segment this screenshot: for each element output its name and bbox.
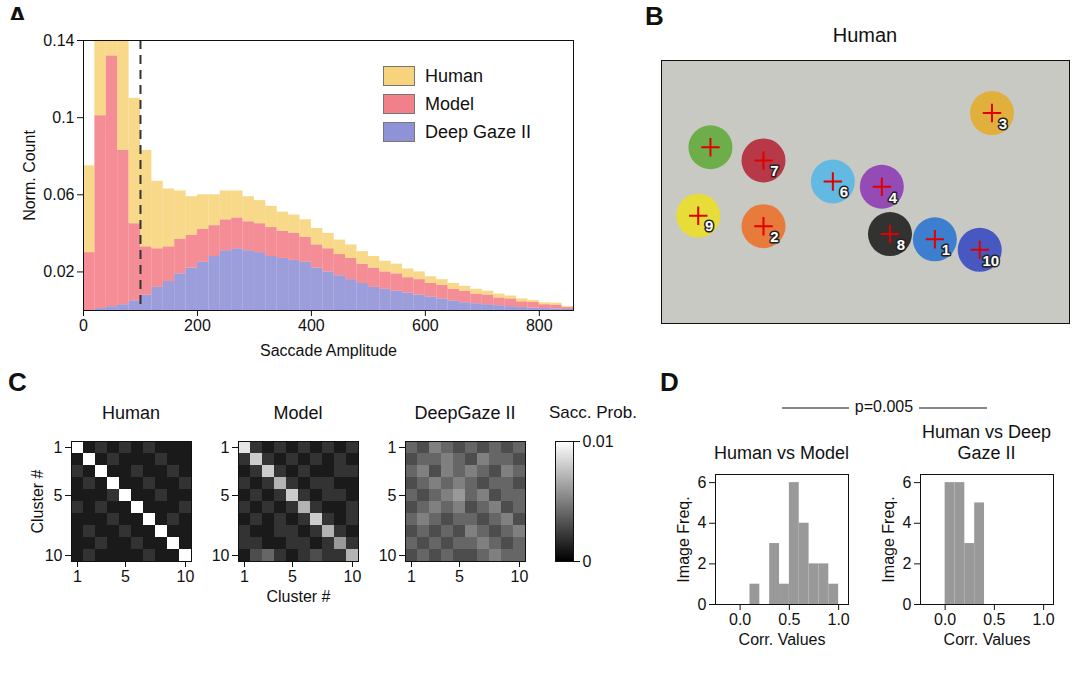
svg-text:10: 10 <box>982 252 999 269</box>
svg-text:0.01: 0.01 <box>583 433 614 450</box>
svg-text:5: 5 <box>221 487 230 504</box>
svg-text:5: 5 <box>455 568 464 585</box>
svg-text:1: 1 <box>221 439 230 456</box>
html-text:Human: Human <box>102 403 160 423</box>
svg-text:0: 0 <box>583 553 592 570</box>
svg-text:6: 6 <box>903 474 912 491</box>
svg-text:Cluster #: Cluster # <box>266 588 330 605</box>
svg-text:3: 3 <box>999 115 1007 132</box>
html-text:Sacc. Prob.: Sacc. Prob. <box>549 403 637 422</box>
svg-text:5: 5 <box>121 568 130 585</box>
svg-text:0: 0 <box>903 596 912 613</box>
svg-text:400: 400 <box>298 317 325 334</box>
svg-text:Corr. Values: Corr. Values <box>739 631 826 648</box>
svg-text:0.06: 0.06 <box>43 186 74 203</box>
html-text:C: C <box>8 367 27 397</box>
svg-text:1.0: 1.0 <box>1033 611 1055 628</box>
svg-text:2: 2 <box>770 228 778 245</box>
svg-text:4: 4 <box>698 514 707 531</box>
svg-text:4: 4 <box>903 514 912 531</box>
svg-text:0.0: 0.0 <box>934 611 956 628</box>
svg-text:8: 8 <box>897 236 905 253</box>
svg-text:10: 10 <box>177 568 195 585</box>
svg-text:10: 10 <box>212 547 230 564</box>
svg-text:5: 5 <box>288 568 297 585</box>
svg-text:0: 0 <box>79 317 88 334</box>
svg-text:Corr. Values: Corr. Values <box>944 631 1031 648</box>
svg-text:Image Freq.: Image Freq. <box>675 496 692 582</box>
html-text:B: B <box>645 1 664 31</box>
svg-text:10: 10 <box>344 568 362 585</box>
svg-text:Image Freq.: Image Freq. <box>880 496 897 582</box>
svg-text:10: 10 <box>379 547 397 564</box>
html-text:D: D <box>660 367 679 397</box>
svg-text:0.14: 0.14 <box>43 32 74 49</box>
svg-text:1: 1 <box>942 241 950 258</box>
svg-text:4: 4 <box>889 189 898 206</box>
html-text:Model: Model <box>425 93 474 114</box>
svg-text:2: 2 <box>698 555 707 572</box>
svg-text:7: 7 <box>770 162 778 179</box>
html-text:Model: Model <box>273 403 323 423</box>
html-text:Human: Human <box>425 65 483 86</box>
svg-text:0.0: 0.0 <box>729 611 751 628</box>
svg-text:2: 2 <box>903 555 912 572</box>
html-text:DeepGaze II: DeepGaze II <box>414 403 516 423</box>
svg-text:10: 10 <box>511 568 529 585</box>
html-text:Human: Human <box>832 24 898 46</box>
svg-text:Cluster #: Cluster # <box>29 469 46 533</box>
svg-text:1: 1 <box>73 568 82 585</box>
svg-text:0.1: 0.1 <box>52 109 74 126</box>
svg-text:200: 200 <box>184 317 211 334</box>
svg-text:0: 0 <box>698 596 707 613</box>
svg-text:0.02: 0.02 <box>43 263 74 280</box>
svg-text:5: 5 <box>388 487 397 504</box>
svg-text:6: 6 <box>698 474 707 491</box>
svg-text:5: 5 <box>54 487 63 504</box>
svg-text:9: 9 <box>705 217 713 234</box>
svg-text:1.0: 1.0 <box>828 611 850 628</box>
svg-text:10: 10 <box>45 547 63 564</box>
svg-text:1: 1 <box>240 568 249 585</box>
svg-text:Norm. Count: Norm. Count <box>21 130 38 221</box>
svg-text:1: 1 <box>407 568 416 585</box>
html-text:Human vs Model: Human vs Model <box>714 443 849 463</box>
svg-text:1: 1 <box>54 439 63 456</box>
svg-text:0.5: 0.5 <box>778 611 800 628</box>
svg-text:600: 600 <box>412 317 439 334</box>
html-text:Human vs Deep Gaze II: Human vs Deep Gaze II <box>922 422 1051 463</box>
html-text:Deep Gaze II: Deep Gaze II <box>425 121 532 142</box>
svg-text:Saccade Amplitude: Saccade Amplitude <box>260 342 397 359</box>
svg-text:800: 800 <box>526 317 553 334</box>
svg-text:0.5: 0.5 <box>983 611 1005 628</box>
html-text:p=0.005: p=0.005 <box>854 398 914 415</box>
svg-text:6: 6 <box>840 183 848 200</box>
html-text:A: A <box>8 1 27 31</box>
svg-text:1: 1 <box>388 439 397 456</box>
